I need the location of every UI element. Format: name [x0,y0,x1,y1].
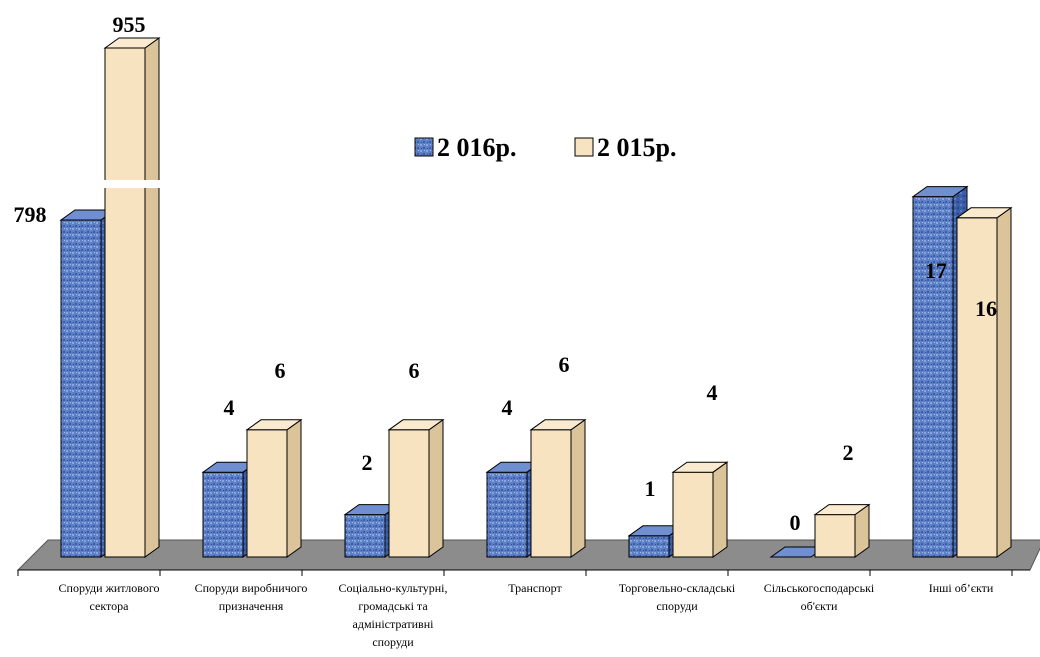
data-label: 1 [645,476,656,501]
data-label: 955 [113,12,146,37]
axis-break [92,180,167,188]
data-label: 4 [224,395,235,420]
category-label: Сільськогосподарські [764,581,875,595]
bar-front [956,217,998,558]
data-label: 6 [409,358,420,383]
data-label: 17 [925,258,947,283]
data-label: 6 [559,352,570,377]
bar-top [911,186,969,198]
legend-swatch [574,137,594,157]
category-labels: Споруди житлового сектора Споруди виробнич… [59,581,994,649]
category-label: Споруди житлового [59,581,160,595]
data-label: 4 [502,395,513,420]
x-axis [17,569,1030,576]
bar-front [912,196,954,558]
category-label: сектора [90,599,130,613]
category-label: адміністративні [353,617,435,631]
data-label: 2 [362,450,373,475]
bar-side [144,37,160,558]
bar-front [60,219,102,558]
bar-top [955,207,1013,219]
category-label: призначення [219,599,284,613]
data-label: 4 [707,380,718,405]
bars [59,37,1013,558]
bar-front [814,514,856,558]
bar-2015 [245,418,303,558]
bar-2015 [955,206,1013,558]
category-label: об'єкти [801,599,838,613]
bar-front [628,535,670,558]
category-label: Соціально-культурні, [338,581,447,595]
bar-side [712,461,728,558]
bar-top [387,419,445,431]
data-label: 2 [843,440,854,465]
bar-front [672,471,714,558]
bar-2015 [529,418,587,558]
category-label: громадські та [358,599,428,613]
bar-side [570,418,586,558]
bar-front [246,429,288,558]
bar-top [671,461,729,473]
bar-front [388,429,430,558]
bar-side [286,418,302,558]
category-label: споруди [656,599,698,613]
legend-label: 2 015р. [597,133,676,162]
data-labels: 798 955 4 6 2 6 4 6 1 4 0 2 17 16 [14,12,998,535]
bar-2015 [387,418,445,558]
bar-front [104,47,146,558]
bar-2015 [671,461,729,558]
category-label: Споруди виробничого [195,581,308,595]
data-label: 0 [790,510,801,535]
category-label: Транспорт [508,581,562,595]
category-label: Інші об’єкти [929,581,994,595]
bar-front [202,471,244,558]
category-label: споруди [372,635,414,649]
bar-top [245,419,303,431]
data-label: 16 [975,296,997,321]
data-label: 798 [14,202,47,227]
bar-front [344,514,386,558]
bar-top [813,504,871,516]
bar-top [103,37,161,49]
data-label: 6 [275,358,286,383]
bar-top [529,419,587,431]
bar-2015 [103,37,161,558]
category-label: Торговельно-складські [619,581,736,595]
bar-front [486,471,528,558]
legend: 2 016р. 2 015р. [414,133,676,162]
bar-2015 [813,503,871,558]
bar-side [428,418,444,558]
bar-side [996,206,1012,558]
bar-front [530,429,572,558]
legend-swatch [414,137,434,157]
legend-label: 2 016р. [437,133,516,162]
